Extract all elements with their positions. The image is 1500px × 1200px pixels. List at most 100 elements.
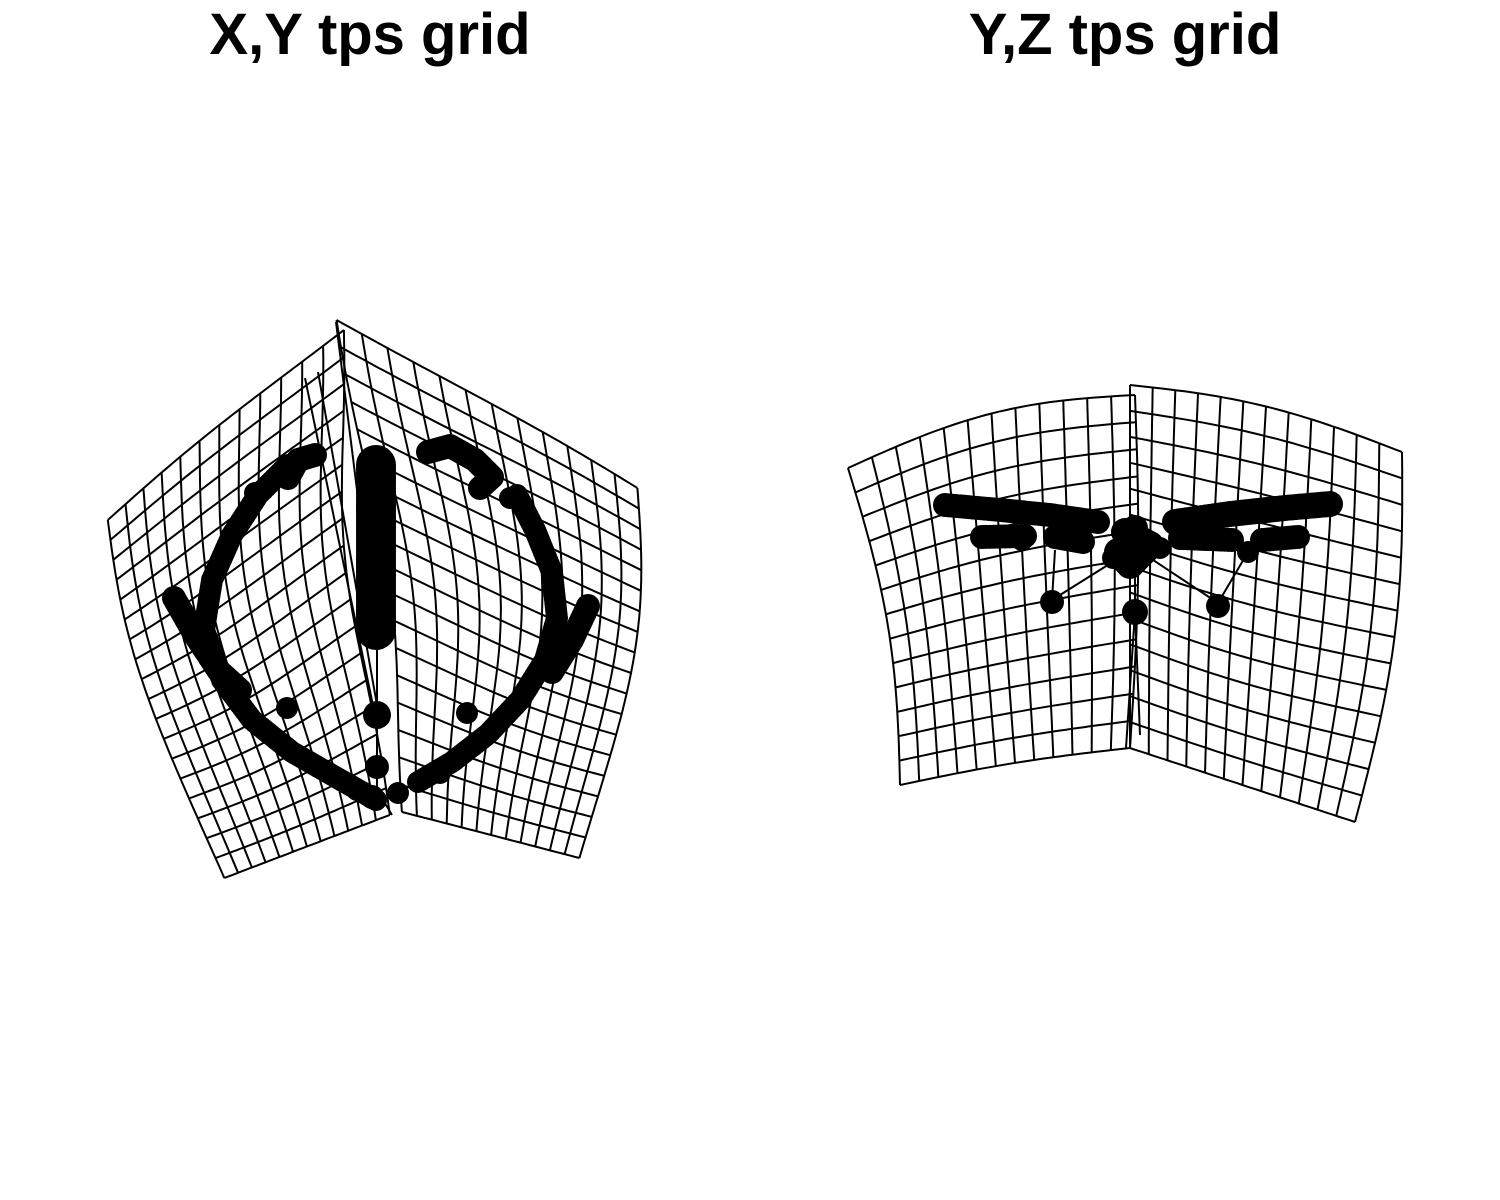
yz-left-grid-row	[898, 692, 1134, 738]
yz-left-grid-column	[847, 467, 901, 786]
yz-tps-panel	[847, 384, 1404, 823]
yz-landmarks	[933, 491, 1343, 625]
yz-landmark-point	[1122, 599, 1148, 625]
yz-landmark-point	[1102, 547, 1124, 569]
xy-right-grid-row	[390, 592, 627, 695]
xy-right-grid-row	[401, 811, 580, 859]
yz-right-grid-row	[1129, 669, 1376, 744]
yz-right-grid-row	[1129, 643, 1382, 718]
xy-right-grid-row	[369, 483, 641, 613]
xy-left-grid-row	[148, 571, 348, 700]
yz-left-grid-row	[885, 556, 1139, 616]
yz-left-grid-row	[889, 584, 1139, 640]
xy-left-grid-row	[163, 625, 356, 740]
yz-left-grid-row	[895, 638, 1137, 689]
xy-left-grid-row	[115, 409, 345, 581]
yz-right-grid-row	[1129, 747, 1356, 823]
yz-right-grid-row	[1129, 461, 1403, 533]
xy-left-grid-row	[112, 383, 345, 561]
yz-left-grid-column	[966, 420, 997, 767]
xy-right-grid-row	[393, 619, 622, 716]
xy-right-grid-row	[340, 346, 640, 510]
yz-landmark-point	[1040, 590, 1064, 614]
yz-right-grid-row	[1129, 617, 1387, 691]
yz-left-grid-column	[1086, 398, 1093, 753]
xy-right-grid-row	[363, 455, 642, 592]
xy-left-grid-row	[107, 329, 345, 521]
xy-landmark-point	[244, 482, 266, 504]
yz-fold-line	[1134, 611, 1141, 736]
yz-left-grid-column	[1109, 396, 1116, 751]
xy-right-grid-row	[350, 401, 642, 551]
xy-tps-panel	[106, 319, 643, 879]
yz-landmark-right-mid	[1220, 528, 1244, 552]
yz-right-grid-row	[1129, 721, 1363, 797]
yz-landmark-point	[1206, 594, 1230, 618]
xy-left-grid-row	[134, 517, 343, 661]
xy-right-grid-row	[397, 701, 605, 777]
xy-left-grid-row	[197, 733, 378, 820]
yz-left-grid-column	[918, 436, 959, 774]
xy-right-grid-row	[397, 729, 599, 798]
xy-fold-line	[304, 377, 377, 721]
yz-left-grid-row	[899, 747, 1131, 786]
yz-right-grid-row	[1129, 409, 1403, 480]
xy-right-grid-row	[375, 510, 638, 633]
xy-landmark-point	[387, 782, 409, 804]
xy-landmark-top-right	[468, 476, 492, 500]
xy-right-grid-row	[381, 537, 636, 654]
yz-left-grid-row	[855, 421, 1137, 494]
xy-landmark-top-left	[276, 466, 300, 490]
yz-landmark-point	[1149, 537, 1171, 559]
xy-right-grid-row	[386, 565, 632, 674]
xy-right-grid-row	[336, 319, 638, 489]
yz-landmark-left-bar	[1086, 510, 1110, 534]
xy-landmark-point	[363, 701, 391, 729]
xy-left-grid-row	[188, 706, 373, 800]
xy-landmark-point	[456, 702, 478, 724]
xy-left-grid-row	[223, 814, 391, 879]
xy-landmark-outer-left	[228, 678, 252, 702]
xy-right-grid-column	[563, 473, 623, 855]
yz-right-grid-row	[1129, 435, 1403, 506]
yz-right-grid-row	[1129, 384, 1403, 453]
yz-left-grid-column	[1014, 407, 1036, 760]
xy-left-grid-row	[141, 544, 345, 680]
yz-landmark-right-lower	[1286, 525, 1310, 549]
xy-landmark-center-blob	[356, 610, 396, 650]
yz-left-grid-column	[1038, 403, 1055, 758]
yz-landmark-point	[1011, 529, 1033, 551]
yz-left-grid-column	[990, 413, 1016, 763]
xy-landmark-point	[429, 762, 451, 784]
panel-title-yz: Y,Z tps grid	[968, 2, 1282, 67]
xy-left-grid-row	[155, 598, 351, 720]
yz-left-grid-row	[899, 719, 1132, 762]
xy-left-grid-row	[109, 356, 345, 541]
yz-left-grid-column	[870, 457, 921, 782]
yz-landmark-point	[1122, 515, 1148, 541]
panel-title-xy: X,Y tps grid	[209, 2, 531, 67]
xy-landmark-point	[365, 755, 389, 779]
xy-landmark-point	[499, 487, 521, 509]
xy-right-grid-row	[399, 783, 586, 839]
yz-left-grid-row	[862, 448, 1137, 518]
xy-landmark-point	[360, 785, 384, 809]
yz-deformed-grid	[847, 384, 1404, 823]
yz-fold-line	[1125, 611, 1136, 749]
yz-right-grid-row	[1129, 591, 1391, 665]
yz-left-grid-column	[1062, 400, 1074, 755]
yz-landmark-point	[1237, 541, 1259, 563]
yz-right-grid-row	[1129, 695, 1369, 771]
xy-landmark-outer-right	[540, 660, 564, 684]
xy-landmarks	[162, 434, 600, 811]
xy-landmark-point	[276, 697, 298, 719]
yz-left-grid-column	[942, 427, 978, 770]
yz-left-grid-row	[897, 665, 1136, 713]
yz-landmark-left-mid	[1071, 530, 1095, 554]
yz-left-grid-row	[847, 394, 1136, 469]
xy-right-grid-row	[345, 373, 641, 530]
yz-landmark-right-bar	[1317, 491, 1343, 517]
yz-right-grid-column	[1260, 412, 1290, 792]
yz-left-grid-column	[894, 446, 940, 778]
